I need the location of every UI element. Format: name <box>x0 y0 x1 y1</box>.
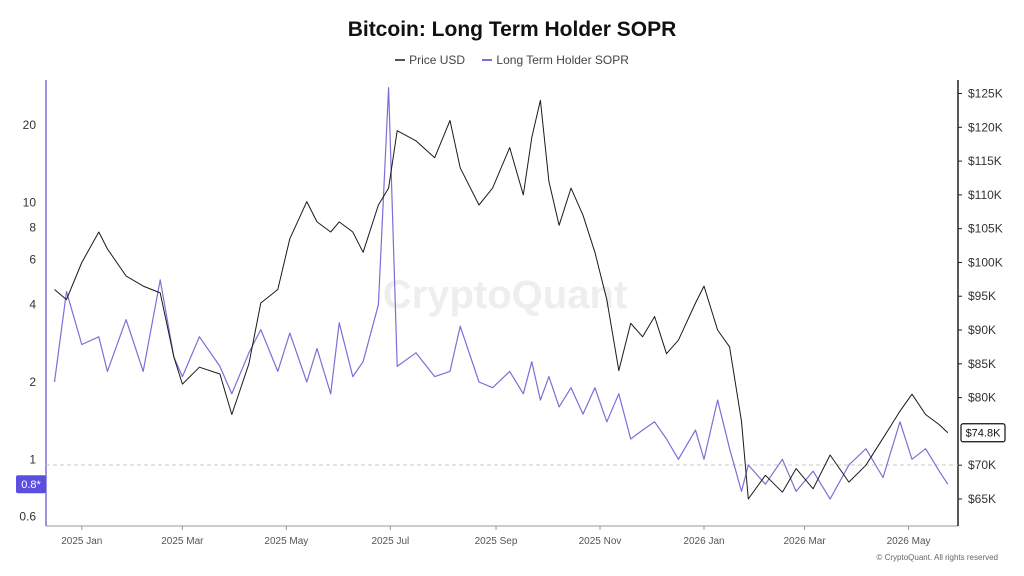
x-tick-label: 2025 Nov <box>579 536 622 547</box>
sopr-current-badge <box>16 475 46 494</box>
x-tick-label: 2025 Jul <box>371 536 409 547</box>
price-current-label: $74.8K <box>966 428 1002 440</box>
left-tick-label: 1 <box>29 452 36 466</box>
left-tick-label: 4 <box>29 298 36 312</box>
legend-item-price[interactable]: Price USD <box>395 53 465 67</box>
legend-swatch-price <box>395 59 406 61</box>
right-tick-label: $100K <box>968 255 1003 269</box>
x-tick-label: 2025 Jan <box>61 536 102 547</box>
x-tick-label: 2026 May <box>887 536 931 547</box>
left-tick-label: 8 <box>29 220 36 234</box>
right-tick-label: $115K <box>968 154 1002 168</box>
x-tick-label: 2026 Jan <box>683 536 724 547</box>
chart-legend: Price USD Long Term Holder SOPR <box>0 50 1024 67</box>
x-tick-label: 2026 Mar <box>783 536 826 547</box>
right-tick-label: $85K <box>968 357 996 371</box>
right-tick-label: $125K <box>968 87 1003 101</box>
sopr-series-line <box>53 87 949 500</box>
legend-item-sopr[interactable]: Long Term Holder SOPR <box>482 53 629 67</box>
legend-label-price: Price USD <box>409 53 466 67</box>
left-tick-label: 0.6 <box>19 509 36 523</box>
chart-title: Bitcoin: Long Term Holder SOPR <box>347 18 677 41</box>
x-tick-label: 2025 Mar <box>161 536 204 547</box>
left-tick-label: 6 <box>29 252 36 266</box>
x-tick-label: 2025 May <box>264 536 308 547</box>
right-tick-label: $120K <box>968 120 1003 134</box>
left-tick-label: 2 <box>29 375 36 389</box>
right-tick-label: $105K <box>968 222 1003 236</box>
legend-label-sopr: Long Term Holder SOPR <box>496 53 629 67</box>
legend-swatch-sopr <box>482 59 493 61</box>
right-tick-label: $90K <box>968 323 996 337</box>
right-tick-label: $65K <box>968 492 996 506</box>
copyright-credit: © CryptoQuant. All rights reserved <box>876 553 999 562</box>
right-tick-label: $80K <box>968 391 996 405</box>
right-tick-label: $70K <box>968 458 996 472</box>
right-tick-label: $95K <box>968 289 996 303</box>
right-tick-label: $110K <box>968 188 1002 202</box>
price-current-badge <box>960 423 1006 443</box>
left-tick-label: 10 <box>23 196 37 210</box>
sopr-current-label: 0.8* <box>21 479 41 491</box>
left-tick-label: 20 <box>23 118 37 132</box>
x-tick-label: 2025 Sep <box>475 536 518 547</box>
price-series-line <box>54 99 949 500</box>
watermark: CryptoQuant <box>383 273 627 317</box>
